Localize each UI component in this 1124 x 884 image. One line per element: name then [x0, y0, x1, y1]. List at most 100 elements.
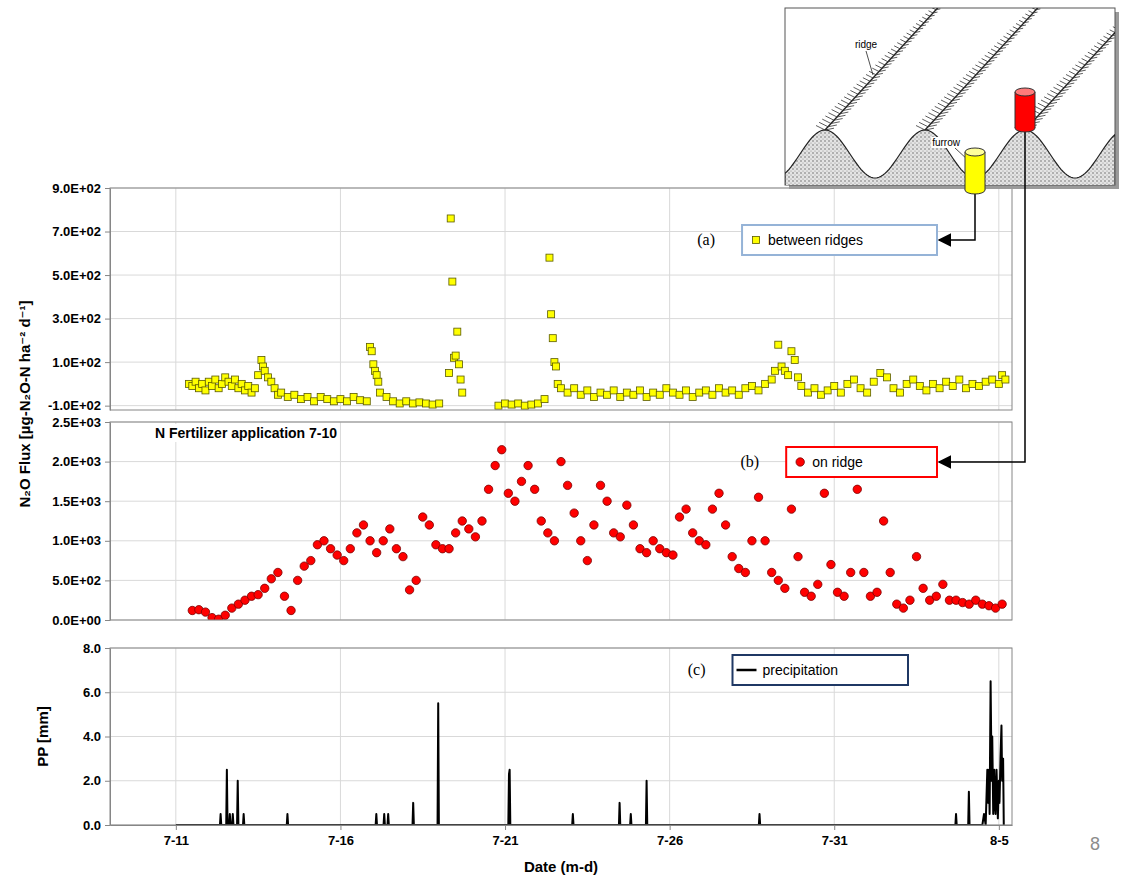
tick-mark — [105, 620, 110, 621]
leaf — [982, 67, 989, 68]
data-point — [716, 385, 723, 392]
data-point — [820, 489, 828, 497]
leaf — [1046, 106, 1054, 108]
grid — [110, 648, 1012, 825]
data-point — [346, 545, 354, 553]
data-point — [754, 493, 762, 501]
data-point — [199, 380, 206, 387]
leaf — [1094, 46, 1100, 49]
tick-label: 0.0 — [83, 818, 101, 833]
data-point — [715, 489, 723, 497]
data-point — [722, 389, 729, 396]
data-point — [932, 592, 940, 600]
leaf — [1113, 27, 1115, 30]
tick-label: 8.0 — [83, 641, 101, 656]
tick-label: 5.0E+02 — [52, 573, 101, 588]
leaf — [1038, 103, 1046, 107]
leaf — [918, 28, 923, 29]
leaf — [882, 67, 889, 68]
cylinder-top — [965, 148, 985, 156]
data-point — [702, 541, 710, 549]
tick: 5.0E+02 — [52, 268, 110, 283]
leaf — [1010, 30, 1015, 33]
data-point — [1002, 376, 1009, 383]
leaf — [970, 80, 977, 81]
arrow — [939, 192, 975, 240]
leaf — [930, 15, 935, 17]
tick-mark — [105, 232, 110, 233]
data-point — [457, 376, 464, 383]
panel: 0.0E+005.0E+021.0E+031.5E+032.0E+032.5E+… — [52, 415, 1012, 628]
legend-marker — [737, 669, 757, 672]
label-leader — [866, 51, 873, 75]
data-point — [785, 372, 792, 379]
grid-line-y — [110, 692, 1012, 693]
leaf — [852, 99, 860, 101]
data-point — [537, 517, 545, 525]
data-point — [446, 370, 453, 377]
annotation: N Fertilizer application 7-10 — [153, 424, 339, 442]
data-point — [969, 380, 976, 387]
data-point — [811, 385, 818, 392]
leaf — [1082, 59, 1088, 62]
y-axis: -1.0E+021.0E+023.0E+025.0E+027.0E+029.0E… — [48, 181, 111, 414]
panel: 0.02.04.06.08.07-117-167-217-267-318-5pr… — [34, 641, 1013, 875]
data-point — [910, 376, 917, 383]
leaf — [1015, 31, 1020, 32]
leaf — [919, 20, 924, 22]
tick-label: 7-26 — [657, 833, 683, 848]
plant-row — [816, 8, 949, 130]
leaf — [864, 86, 871, 87]
data-point — [274, 568, 282, 576]
data-point — [511, 497, 519, 505]
data-point — [689, 393, 696, 400]
data-point — [337, 396, 344, 403]
leaf — [929, 113, 938, 117]
data-point — [255, 372, 262, 379]
data-point — [392, 545, 400, 553]
data-point — [873, 588, 881, 596]
data-point — [998, 600, 1006, 608]
data-point — [212, 376, 219, 383]
tick-mark — [105, 692, 110, 693]
data-point — [781, 584, 789, 592]
data-point — [728, 552, 736, 560]
data-point — [943, 378, 950, 385]
data-point — [330, 398, 337, 405]
leaf — [1104, 36, 1110, 39]
leaf — [849, 102, 857, 104]
tick-mark — [105, 462, 110, 463]
tick-mark — [105, 825, 110, 826]
leaf — [837, 115, 846, 117]
data-point — [929, 380, 936, 387]
leaf — [873, 77, 880, 78]
leaf — [976, 73, 983, 74]
leaf — [909, 38, 915, 39]
data-point — [251, 385, 258, 392]
leaf — [961, 90, 969, 92]
leaf — [985, 64, 992, 65]
leaf — [1079, 62, 1086, 65]
tick-mark — [834, 825, 835, 830]
data-point — [530, 485, 538, 493]
data-point — [850, 376, 857, 383]
leaf — [888, 60, 894, 61]
label-background — [854, 39, 879, 50]
data-point — [919, 584, 927, 592]
leaf — [975, 65, 982, 68]
leaf — [1004, 36, 1010, 39]
cylinder-top — [1015, 88, 1035, 96]
leaf — [1085, 55, 1091, 58]
leaf — [1043, 109, 1051, 111]
leaf — [1037, 115, 1046, 117]
tick-mark — [670, 825, 671, 830]
tick-mark — [176, 825, 177, 830]
data-point — [676, 391, 683, 398]
leaf — [997, 43, 1003, 46]
data-point — [399, 552, 407, 560]
data-point — [903, 380, 910, 387]
leaf — [1055, 96, 1063, 98]
leaf — [850, 90, 858, 94]
data-point — [245, 383, 252, 390]
data-point — [886, 568, 894, 576]
